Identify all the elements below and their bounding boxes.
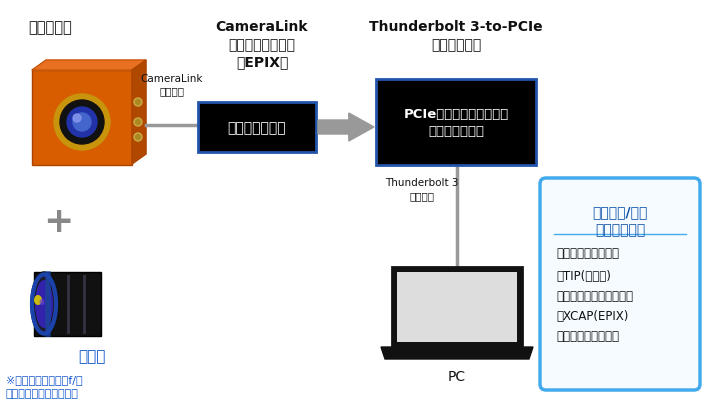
Ellipse shape: [34, 295, 42, 305]
Text: CameraLink
ケーブル: CameraLink ケーブル: [141, 74, 203, 96]
FancyBboxPatch shape: [34, 272, 101, 336]
Polygon shape: [132, 61, 146, 165]
Text: ※希望の焦点距離・f/値
などに合わせて選択可能: ※希望の焦点距離・f/値 などに合わせて選択可能: [6, 374, 82, 398]
FancyBboxPatch shape: [198, 103, 316, 153]
Polygon shape: [318, 114, 374, 142]
Circle shape: [60, 101, 104, 145]
Text: Thunderbolt 3-to-PCIe
拡張システム: Thunderbolt 3-to-PCIe 拡張システム: [369, 20, 543, 52]
Circle shape: [135, 100, 141, 105]
Text: CameraLink
フレームグラバー
（EPIX）: CameraLink フレームグラバー （EPIX）: [215, 20, 308, 69]
FancyBboxPatch shape: [540, 178, 700, 390]
FancyBboxPatch shape: [376, 80, 536, 166]
Text: PC: PC: [448, 369, 466, 383]
FancyBboxPatch shape: [397, 272, 517, 342]
Ellipse shape: [35, 280, 53, 328]
Text: グラバーカード: グラバーカード: [227, 121, 287, 135]
Text: 画像取得/解析
ソフトウェア: 画像取得/解析 ソフトウェア: [592, 204, 648, 236]
Text: ご用途別に選択可能: ご用途別に選択可能: [556, 247, 619, 259]
Text: +: +: [43, 204, 73, 238]
Text: レンズ: レンズ: [78, 349, 106, 363]
Circle shape: [54, 95, 110, 151]
FancyBboxPatch shape: [392, 267, 522, 347]
Circle shape: [134, 119, 142, 127]
Text: カメラ本体: カメラ本体: [28, 21, 72, 36]
Circle shape: [67, 108, 97, 138]
Circle shape: [134, 134, 142, 142]
FancyBboxPatch shape: [32, 71, 132, 166]
Circle shape: [135, 120, 141, 125]
Polygon shape: [381, 347, 533, 359]
Text: PCIeカードスロット付き
外付けドライブ: PCIeカードスロット付き 外付けドライブ: [403, 108, 508, 138]
Text: ・TIP(弊社製)
（画像取得・簡易解析）
・XCAP(EPIX)
（画像取得・解析）: ・TIP(弊社製) （画像取得・簡易解析） ・XCAP(EPIX) （画像取得・…: [556, 269, 633, 342]
Ellipse shape: [31, 272, 57, 336]
Ellipse shape: [39, 299, 44, 305]
Polygon shape: [32, 61, 146, 71]
Circle shape: [73, 114, 91, 132]
Circle shape: [73, 115, 81, 123]
Circle shape: [135, 135, 141, 140]
Text: Thunderbolt 3
ケーブル: Thunderbolt 3 ケーブル: [385, 178, 459, 200]
Circle shape: [134, 99, 142, 107]
